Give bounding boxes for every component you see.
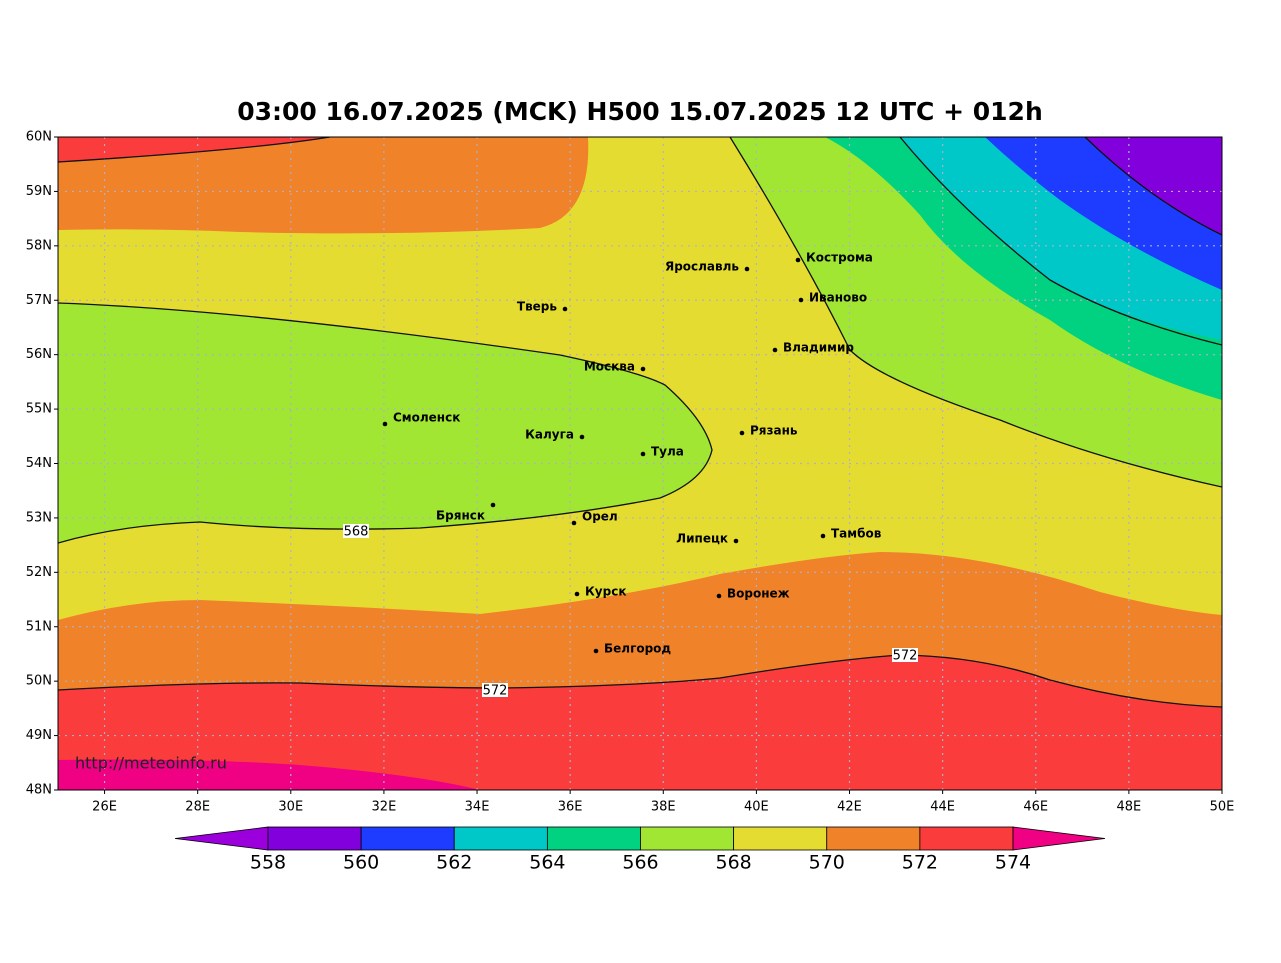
lon-label: 40E	[744, 800, 769, 815]
lat-label: 59N	[26, 184, 52, 199]
lon-label: 36E	[558, 800, 583, 815]
city-dot	[716, 593, 722, 599]
city-label: Тула	[651, 445, 684, 459]
map: Кострома Ярославль Иваново Тверь Владимир Мос…	[58, 137, 1222, 790]
colorbar-cell	[546, 826, 641, 851]
city-label: Рязань	[750, 424, 798, 438]
colorbar-label: 558	[250, 852, 286, 874]
colorbar-cell	[360, 826, 455, 851]
lat-label: 48N	[26, 783, 52, 798]
title: 03:00 16.07.2025 (MCK) H500 15.07.2025 1…	[237, 97, 1043, 126]
colorbar-cell	[267, 826, 362, 851]
lon-label: 30E	[278, 800, 303, 815]
colorbar-end	[174, 826, 269, 851]
city-dot	[798, 297, 804, 303]
lon-label: 50E	[1210, 800, 1235, 815]
lon-label: 44E	[930, 800, 955, 815]
lat-label: 57N	[26, 293, 52, 308]
colorbar-cell	[733, 826, 828, 851]
lon-label: 34E	[465, 800, 490, 815]
city-dot	[795, 257, 801, 263]
lon-label: 26E	[92, 800, 117, 815]
colorbar-label: 568	[715, 852, 751, 874]
colorbar-label: 570	[809, 852, 845, 874]
city-label: Иваново	[809, 291, 867, 305]
contour-label: 572	[893, 649, 918, 664]
city-dot	[739, 430, 745, 436]
city-dot	[574, 591, 580, 597]
lon-label: 38E	[651, 800, 676, 815]
lat-label: 53N	[26, 510, 52, 525]
lon-label: 32E	[372, 800, 397, 815]
contour-label: 572	[483, 684, 508, 699]
colorbar-label: 562	[436, 852, 472, 874]
lat-label: 54N	[26, 456, 52, 471]
colorbar-end	[1012, 826, 1106, 851]
city-dot	[820, 533, 826, 539]
colorbar: 558 560 562 564 566 568 570 572 574	[174, 826, 1106, 874]
colorbar-cell	[919, 826, 1014, 851]
lat-label: 60N	[26, 130, 52, 145]
city-label: Липецк	[676, 532, 728, 546]
lat-label: 51N	[26, 619, 52, 634]
colorbar-cell	[826, 826, 921, 851]
city-label: Орел	[582, 510, 618, 524]
lat-label: 55N	[26, 402, 52, 417]
lat-label: 50N	[26, 674, 52, 689]
city-dot	[490, 502, 496, 508]
city-label: Воронеж	[727, 587, 790, 601]
watermark: http://meteoinfo.ru	[75, 754, 227, 773]
colorbar-cell	[453, 826, 548, 851]
lon-label: 42E	[837, 800, 862, 815]
colorbar-label: 560	[343, 852, 379, 874]
city-label: Тверь	[517, 300, 558, 314]
city-dot	[733, 538, 739, 544]
city-dot	[571, 520, 577, 526]
city-label: Владимир	[783, 341, 854, 355]
colorbar-cell	[640, 826, 735, 851]
city-label: Кострома	[806, 251, 873, 265]
city-dot	[579, 434, 585, 440]
colorbar-label: 572	[902, 852, 938, 874]
city-label: Тамбов	[831, 527, 882, 541]
city-dot	[772, 347, 778, 353]
contour-label-bg	[343, 524, 369, 538]
contour-label-bg	[482, 683, 508, 697]
city-label: Белгород	[604, 642, 671, 656]
lat-label: 49N	[26, 728, 52, 743]
city-dot	[593, 648, 599, 654]
city-dot	[640, 366, 646, 372]
contour-label: 568	[344, 525, 369, 540]
contour-label-bg	[892, 648, 918, 662]
colorbar-label: 566	[622, 852, 658, 874]
lat-label: 52N	[26, 565, 52, 580]
city-dot	[382, 421, 388, 427]
lon-label: 46E	[1023, 800, 1048, 815]
lat-label: 56N	[26, 347, 52, 362]
city-dot	[640, 451, 646, 457]
lon-label: 28E	[185, 800, 210, 815]
city-label: Брянск	[436, 509, 485, 523]
lon-label: 48E	[1116, 800, 1141, 815]
city-dot	[744, 266, 750, 272]
city-label: Калуга	[525, 428, 574, 442]
colorbar-label: 564	[529, 852, 565, 874]
colorbar-label: 574	[995, 852, 1031, 874]
city-label: Смоленск	[393, 411, 460, 425]
lat-label: 58N	[26, 238, 52, 253]
city-label: Москва	[584, 360, 635, 374]
city-label: Ярославль	[665, 260, 739, 274]
city-label: Курск	[585, 585, 626, 599]
city-dot	[562, 306, 568, 312]
